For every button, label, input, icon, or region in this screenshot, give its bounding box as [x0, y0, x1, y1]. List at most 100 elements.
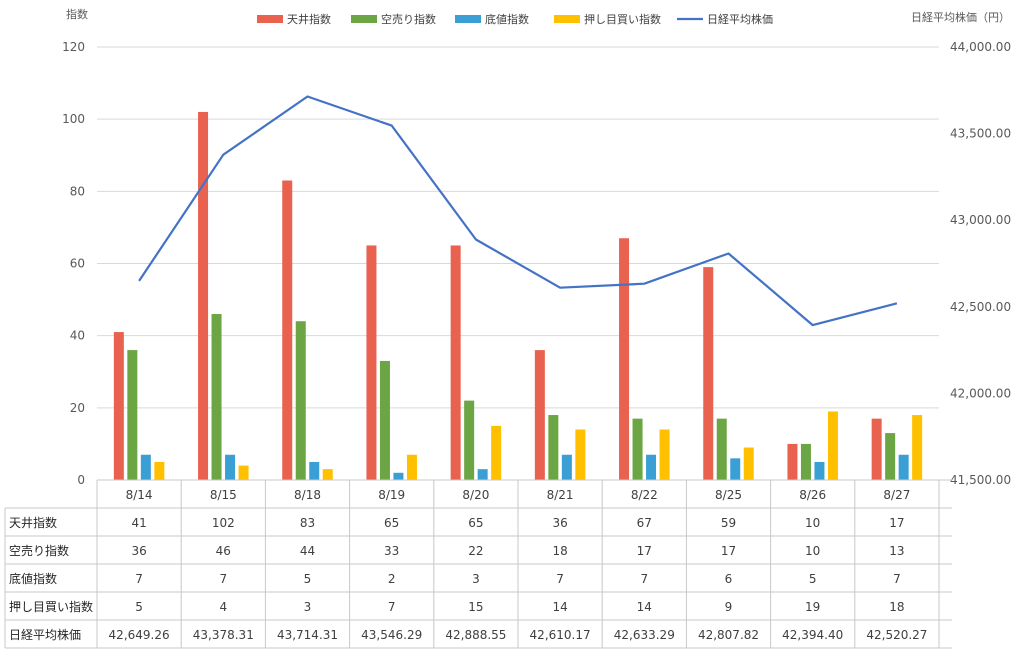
- bar: [814, 461, 825, 480]
- y-tick-label: 80: [70, 184, 85, 198]
- table-cell: 17: [889, 516, 904, 530]
- bar: [800, 443, 811, 480]
- series-line: [138, 95, 898, 327]
- x-tick-label: 8/19: [378, 488, 405, 502]
- left-axis-title: 指数: [66, 7, 88, 21]
- y-tick-label: 40: [70, 329, 85, 343]
- bar: [534, 350, 545, 480]
- table-cell: 41: [131, 516, 146, 530]
- table-cell: 5: [304, 572, 312, 586]
- table-cell: 9: [725, 600, 733, 614]
- table-cell: 2: [388, 572, 396, 586]
- y2-tick-label: 43,000.00: [950, 213, 1011, 227]
- x-tick-label: 8/27: [883, 488, 910, 502]
- table-cell: 7: [640, 572, 648, 586]
- table-cell: 18: [889, 600, 904, 614]
- data-table: 8/14 8/15 8/18 8/19 8/20 8/21 8/22 8/25 8/26 8/27…: [4, 479, 952, 649]
- table-cell: 43,714.31: [277, 628, 338, 642]
- y2-tick-label: 41,500.00: [950, 473, 1011, 487]
- table-cell: 42,633.29: [614, 628, 675, 642]
- table-cell: 46: [216, 544, 231, 558]
- table-cell: 19: [805, 600, 820, 614]
- bar: [632, 418, 643, 480]
- bar: [238, 465, 249, 480]
- bar: [787, 443, 798, 480]
- x-tick-label: 8/21: [547, 488, 574, 502]
- y2-tick-label: 43,500.00: [950, 127, 1011, 141]
- table-cell: 83: [300, 516, 315, 530]
- y-tick-label: 20: [70, 401, 85, 415]
- table-cell: 67: [637, 516, 652, 530]
- bar: [322, 469, 333, 480]
- table-cell: 102: [212, 516, 235, 530]
- y-tick-label: 100: [62, 112, 85, 126]
- table-cell: 22: [468, 544, 483, 558]
- table-cell: 42,520.27: [866, 628, 927, 642]
- bar: [282, 180, 293, 480]
- legend-swatch: [351, 15, 377, 23]
- table-row-label: 押し目買い指数: [9, 599, 93, 614]
- y-tick-label: 0: [77, 473, 85, 487]
- legend-label: 日経平均株価: [707, 12, 773, 26]
- gridlines: [97, 46, 939, 481]
- table-cell: 42,649.26: [109, 628, 170, 642]
- x-tick-label: 8/15: [210, 488, 237, 502]
- table-cell: 3: [304, 600, 312, 614]
- x-tick-label: 8/20: [462, 488, 489, 502]
- legend-swatch: [554, 15, 580, 23]
- table-cell: 13: [889, 544, 904, 558]
- line-layer: [138, 95, 898, 327]
- table-cell: 18: [552, 544, 567, 558]
- table-cell: 44: [300, 544, 315, 558]
- table-cell: 42,888.55: [445, 628, 506, 642]
- table-cell: 65: [384, 516, 399, 530]
- bar: [225, 454, 236, 480]
- bar: [548, 415, 559, 480]
- bar: [295, 321, 306, 480]
- bar: [309, 461, 320, 480]
- bar: [703, 267, 714, 480]
- bar: [113, 332, 124, 480]
- bar: [743, 447, 754, 480]
- legend-label: 天井指数: [287, 12, 331, 26]
- legend-label: 空売り指数: [381, 12, 436, 26]
- axis-ticks: 0 20 40 60 80 100 120 41,500.00 42,000.00 42,500.…: [62, 40, 1011, 487]
- y-tick-label: 60: [70, 257, 85, 271]
- bar: [659, 429, 670, 480]
- y2-tick-label: 42,000.00: [950, 386, 1011, 400]
- table-cell: 59: [721, 516, 736, 530]
- x-tick-label: 8/25: [715, 488, 742, 502]
- bar: [450, 245, 461, 480]
- table-cell: 42,610.17: [530, 628, 591, 642]
- table-cell: 7: [893, 572, 901, 586]
- table-cell: 17: [721, 544, 736, 558]
- table-cell: 7: [556, 572, 564, 586]
- bar: [211, 314, 222, 480]
- bar: [912, 415, 923, 480]
- bar: [198, 111, 209, 480]
- table-cell: 10: [805, 544, 820, 558]
- x-tick-label: 8/22: [631, 488, 658, 502]
- bars-layer: [113, 111, 923, 480]
- y-tick-label: 120: [62, 40, 85, 54]
- bar: [730, 458, 741, 480]
- bar: [154, 461, 165, 480]
- table-cell: 5: [135, 600, 143, 614]
- table-cell: 33: [384, 544, 399, 558]
- table-cell: 36: [552, 516, 567, 530]
- bar: [393, 472, 404, 480]
- legend-label: 底値指数: [485, 12, 529, 26]
- table-cell: 4: [219, 600, 227, 614]
- table-cell: 3: [472, 572, 480, 586]
- legend: 天井指数 空売り指数 底値指数 押し目買い指数 日経平均株価: [257, 12, 773, 26]
- table-cell: 14: [637, 600, 652, 614]
- table-cell: 42,807.82: [698, 628, 759, 642]
- table-cell: 42,394.40: [782, 628, 843, 642]
- table-cell: 17: [637, 544, 652, 558]
- right-axis-title: 日経平均株価（円）: [911, 10, 1010, 24]
- table-row-label: 空売り指数: [9, 543, 69, 558]
- table-cell: 15: [468, 600, 483, 614]
- bar: [885, 433, 896, 480]
- bar: [561, 454, 572, 480]
